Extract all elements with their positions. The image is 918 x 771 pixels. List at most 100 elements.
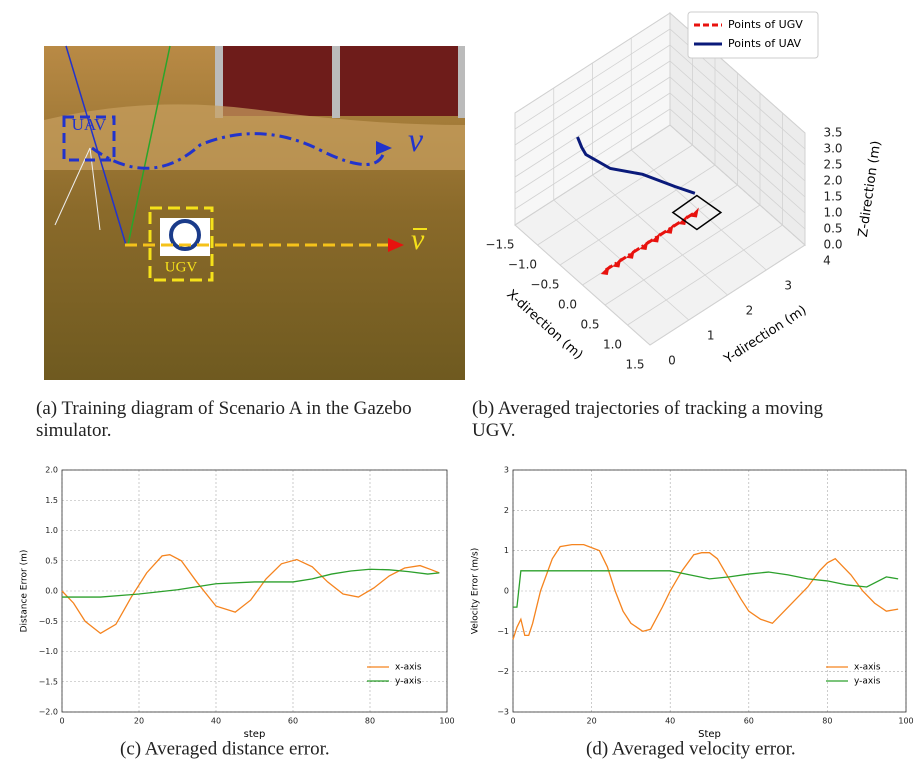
trajectory-chart: −1.5−1.0−0.50.00.51.01.5 012340.00.51.01.… [485, 11, 884, 372]
x-tick-label: 100 [439, 717, 454, 726]
x-tick-label: 0 [510, 717, 515, 726]
x-tick-label: 60 [744, 717, 754, 726]
trajectory-point [600, 265, 610, 275]
y-tick-label: 2.0 [45, 466, 58, 475]
y-axis-label: Velocity Error (m/s) [471, 548, 481, 634]
legend-label: Points of UGV [728, 18, 803, 31]
x-tick-label: 1.5 [625, 358, 644, 372]
grid-line [514, 124, 671, 226]
x-tick-label: −1.0 [508, 258, 537, 272]
x-tick-label: 80 [365, 717, 375, 726]
legend-label: x-axis [395, 663, 422, 673]
x-tick-label: −0.5 [530, 278, 559, 292]
y-tick-label: −3 [497, 708, 509, 717]
y-tick-label: 0.5 [45, 556, 58, 565]
z-axis-label: Z-direction (m) [856, 140, 884, 238]
plot-frame [512, 469, 907, 713]
trajectory-point [651, 232, 661, 243]
target-box [671, 194, 723, 231]
caption: (d) Averaged velocity error. [586, 738, 796, 759]
x-tick-label: −1.5 [485, 238, 514, 252]
grid-line [669, 92, 806, 214]
y-tick-label: 1 [504, 546, 509, 555]
legend-label: y-axis [395, 677, 422, 687]
uav-label: UAV [72, 115, 107, 134]
grid-line [669, 44, 806, 166]
series-line [61, 554, 440, 635]
z-tick-label: 1.5 [823, 190, 842, 204]
x-tick-label: 20 [587, 717, 597, 726]
y-axis-label: Distance Error (m) [20, 550, 30, 633]
trajectory-point [689, 207, 699, 218]
y-tick-label: 0.0 [45, 587, 58, 596]
x-tick-label: 20 [134, 717, 144, 726]
ugv-label: UGV [165, 259, 198, 275]
legend-box [687, 11, 819, 59]
y-tick-label: −2.0 [39, 708, 58, 717]
y-tick-label: 3 [504, 466, 509, 475]
trajectory-line [576, 136, 696, 195]
y-tick-label: 0 [668, 354, 676, 368]
x-tick-label: 0 [59, 717, 64, 726]
grid-line [514, 224, 651, 346]
y-tick-label: 1.0 [45, 526, 58, 535]
trajectory-point [639, 240, 649, 250]
trajectory-point [625, 248, 635, 259]
distance-error-chart: −2.0 −1.5 −1.0 −0.5 0.0 0.5 1.0 1.5 2.0 0 20 40 60 80… [20, 466, 455, 741]
grid-line [669, 124, 806, 246]
y-tick-label: 1.5 [45, 496, 58, 505]
legend: Points of UGV Points of UAV [687, 11, 819, 59]
z-tick-label: 0.5 [823, 222, 842, 236]
grid-line [514, 44, 671, 146]
x-axis-label: step [244, 729, 266, 740]
z-tick-label: 3.0 [823, 142, 842, 156]
grid-line [669, 60, 806, 182]
y-tick-label: 0 [504, 587, 509, 596]
caption: (c) Averaged distance error. [120, 738, 330, 759]
uav-velocity-label: v [408, 122, 424, 159]
z-tick-label: 2.0 [823, 174, 842, 188]
series-line [62, 568, 440, 598]
legend-label: y-axis [854, 677, 881, 687]
grid-line [669, 76, 806, 198]
gazebo-scene [44, 45, 465, 380]
ugv-velocity-label: v [411, 223, 425, 256]
y-tick-label: −2 [497, 667, 509, 676]
trajectory-point [612, 257, 622, 268]
x-tick-label: 0.5 [580, 318, 599, 332]
y-tick-label: −1 [497, 627, 509, 636]
y-tick-label: −0.5 [39, 617, 58, 626]
y-tick-label: 4 [823, 254, 831, 268]
z-tick-label: 0.0 [823, 238, 842, 252]
y-tick-label: 1 [707, 329, 715, 343]
z-tick-label: 2.5 [823, 158, 842, 172]
y-tick-label: 3 [784, 279, 792, 293]
legend-label: x-axis [854, 663, 881, 673]
x-tick-label: 40 [211, 717, 221, 726]
x-tick-label: 0.0 [558, 298, 577, 312]
y-tick-label: −1.0 [39, 647, 58, 656]
x-axis-label: Step [698, 729, 721, 740]
grid-line [514, 12, 671, 114]
grid-line [630, 149, 767, 271]
x-tick-label: 40 [665, 717, 675, 726]
y-tick-label: −1.5 [39, 677, 58, 686]
caption: (a) Training diagram of Scenario A in th… [36, 398, 412, 441]
y-tick-label: 2 [504, 506, 509, 515]
x-tick-label: 100 [898, 717, 913, 726]
caption: (b) Averaged trajectories of tracking a … [472, 398, 824, 441]
x-tick-label: 60 [288, 717, 298, 726]
series-line [513, 570, 899, 608]
legend-label: Points of UAV [728, 37, 802, 50]
grid-line [514, 60, 671, 162]
z-tick-label: 1.0 [823, 206, 842, 220]
grid-line [514, 28, 671, 130]
series-line [512, 543, 899, 640]
x-tick-label: 80 [822, 717, 832, 726]
velocity-error-chart: −3 −2 −1 0 1 2 3 0 20 40 60 80 100 Step Velocity Error… [471, 466, 914, 741]
trajectory-point [664, 223, 674, 234]
z-tick-label: 3.5 [823, 126, 842, 140]
grid-line [514, 92, 671, 194]
y-tick-label: 2 [746, 304, 754, 318]
